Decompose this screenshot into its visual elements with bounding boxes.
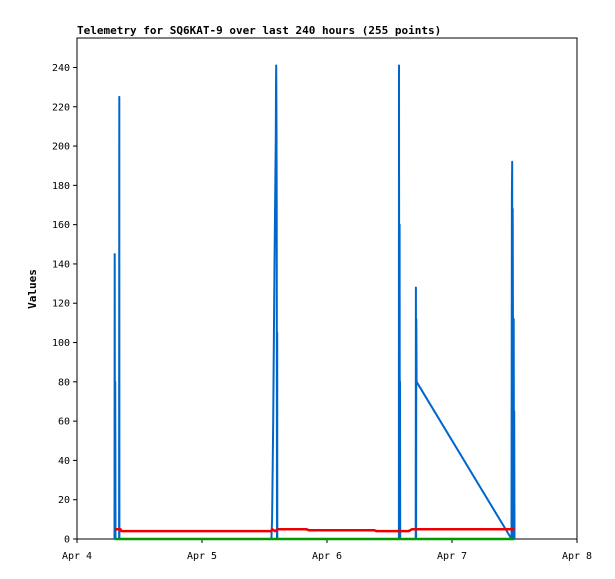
x-tick-label: Apr 4 [62,551,92,562]
y-tick-label: 220 [52,102,70,113]
y-tick-label: 0 [64,535,70,546]
y-tick-label: 40 [58,456,70,467]
plot-area [76,37,578,540]
y-tick-label: 60 [58,417,70,428]
y-tick-label: 20 [58,495,70,506]
x-tick-label: Apr 8 [562,551,592,562]
y-axis-label: Values [26,269,39,309]
x-tick-label: Apr 5 [187,551,217,562]
y-tick-label: 100 [52,338,70,349]
chart-title: Telemetry for SQ6KAT-9 over last 240 hou… [77,24,442,37]
y-tick-label: 80 [58,377,70,388]
series-line-2 [114,527,515,533]
y-tick-label: 160 [52,220,70,231]
series-layer [113,64,516,541]
y-tick-label: 240 [52,63,70,74]
x-tick-label: Apr 6 [312,551,342,562]
y-tick-label: 140 [52,259,70,270]
x-axis-ticks: Apr 4 Apr 5 Apr 6 Apr 7 Apr 8 [62,539,592,562]
y-axis-ticks: 0 20 40 60 80 100 120 140 160 180 200 220 240 [52,63,77,546]
y-tick-label: 200 [52,142,70,153]
y-tick-label: 120 [52,299,70,310]
series-line-1 [113,64,516,540]
y-tick-label: 180 [52,181,70,192]
x-tick-label: Apr 7 [437,551,467,562]
